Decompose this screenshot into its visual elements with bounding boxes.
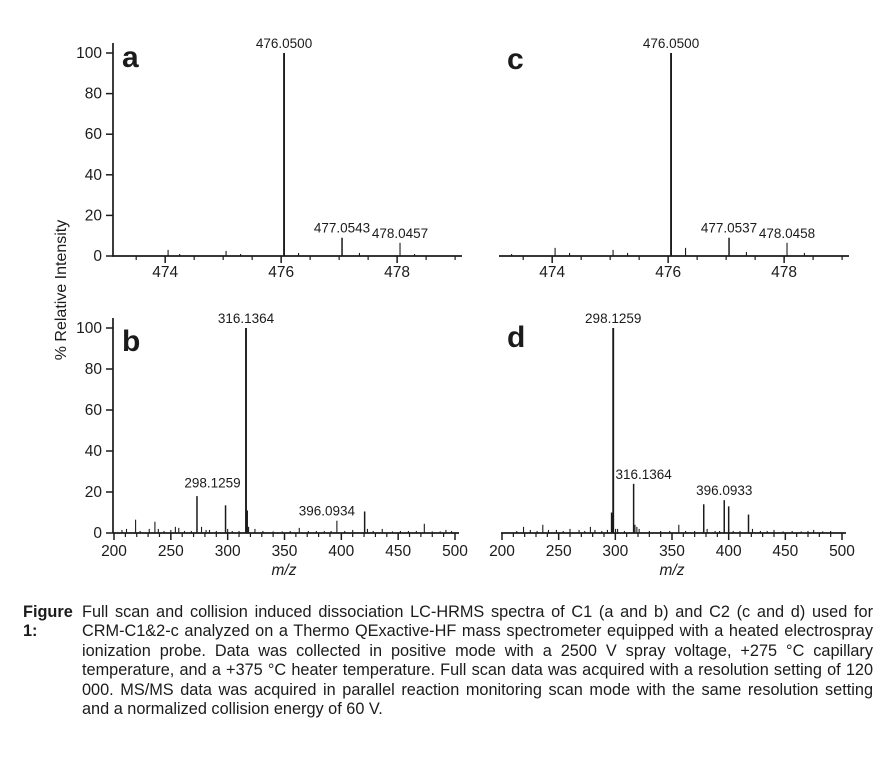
figure-caption: Figure 1: Full scan and collision induce… (23, 603, 873, 719)
x-tick-label: 450 (772, 543, 798, 560)
x-tick-label: 350 (272, 543, 298, 560)
x-tick-label: 400 (328, 543, 354, 560)
y-tick-label: 0 (93, 525, 102, 542)
panel-letter-c: c (507, 43, 524, 76)
figure-caption-label: Figure 1: (23, 603, 73, 641)
y-tick-label: 100 (76, 45, 102, 62)
spectrum-panel-a: 474 476 478 0 20 40 60 80 100 476.0500 477.0543 478… (76, 36, 462, 281)
x-tick-label: 300 (215, 543, 241, 560)
x-tick-label: 478 (771, 264, 797, 281)
x-axis-title: m/z (272, 562, 297, 579)
x-tick-label: 474 (539, 264, 565, 281)
y-tick-label: 80 (85, 86, 103, 103)
x-axis-title: m/z (660, 562, 685, 579)
panel-letter-b: b (122, 325, 140, 358)
peak-label: 476.0500 (643, 36, 699, 51)
y-tick-label: 0 (93, 248, 102, 265)
x-tick-label: 474 (152, 264, 178, 281)
x-tick-label: 300 (602, 543, 628, 560)
x-tick-label: 200 (101, 543, 127, 560)
panel-letter-a: a (122, 41, 139, 74)
y-tick-label: 80 (85, 361, 103, 378)
y-axis-title: % Relative Intensity (53, 220, 70, 361)
peak-label: 316.1364 (615, 467, 672, 482)
peak-label: 316.1364 (218, 311, 275, 326)
x-tick-label: 476 (268, 264, 294, 281)
y-tick-label: 100 (76, 320, 102, 337)
x-tick-label: 400 (716, 543, 742, 560)
x-tick-label: 250 (546, 543, 572, 560)
peak-label: 298.1259 (585, 311, 641, 326)
y-tick-label: 20 (85, 207, 103, 224)
panel-letter-d: d (507, 321, 525, 354)
x-tick-label: 450 (385, 543, 411, 560)
peak-label: 477.0543 (314, 221, 370, 236)
peak-label: 478.0457 (372, 226, 428, 241)
figure-caption-text: Full scan and collision induced dissocia… (82, 603, 873, 719)
spectrum-panel-b: 200 250 300 350 400 450 500 0 20 40 60 80 100 298.125… (76, 311, 468, 579)
peak-label: 298.1259 (184, 475, 240, 490)
x-tick-label: 200 (489, 543, 515, 560)
x-tick-label: 476 (655, 264, 681, 281)
peak-label: 478.0458 (759, 226, 815, 241)
x-tick-label: 350 (659, 543, 685, 560)
peak-label: 477.0537 (701, 221, 757, 236)
peak-label: 476.0500 (256, 36, 312, 51)
x-tick-label: 250 (158, 543, 184, 560)
peak-label: 396.0934 (299, 504, 356, 519)
y-tick-label: 40 (85, 443, 103, 460)
x-tick-label: 478 (384, 264, 410, 281)
y-tick-label: 40 (85, 167, 103, 184)
x-tick-label: 500 (829, 543, 855, 560)
spectrum-panel-c: 474 476 478 476.0500 477.0537 478.0458 c (499, 36, 849, 281)
spectrum-panel-d: 200 250 300 350 400 450 500 298.1259 316.1364 396… (489, 311, 855, 579)
y-tick-label: 60 (85, 126, 103, 143)
peak-label: 396.0933 (696, 483, 752, 498)
y-tick-label: 60 (85, 402, 103, 419)
x-tick-label: 500 (442, 543, 468, 560)
y-tick-label: 20 (85, 484, 103, 501)
